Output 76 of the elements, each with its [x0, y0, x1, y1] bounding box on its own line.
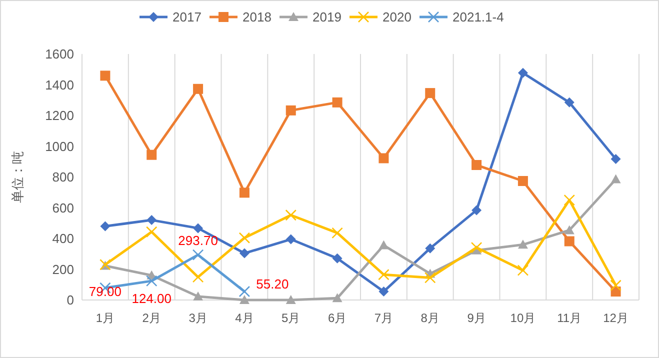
data-label: 55.20 — [256, 276, 289, 292]
point — [564, 236, 574, 246]
x-tick-label: 2月 — [142, 311, 161, 325]
y-tick-label: 1000 — [45, 138, 74, 154]
point — [146, 226, 158, 238]
point — [239, 248, 250, 258]
point — [192, 271, 204, 283]
data-label: 79.00 — [88, 284, 122, 299]
point — [332, 253, 342, 264]
point — [564, 225, 574, 234]
point — [193, 84, 204, 94]
point — [470, 242, 482, 254]
point — [378, 240, 389, 250]
y-tick-label: 800 — [52, 170, 74, 185]
point — [193, 223, 204, 234]
point — [425, 88, 436, 98]
point — [424, 272, 436, 284]
x-tick-label: 3月 — [188, 311, 208, 325]
x-tick-label: 5月 — [282, 311, 300, 325]
point — [378, 286, 389, 297]
point — [564, 194, 576, 206]
point — [518, 68, 528, 78]
x-tick-label: 6月 — [328, 311, 347, 325]
data-label: 293.70 — [178, 232, 218, 248]
point — [100, 70, 110, 81]
point — [192, 249, 204, 260]
y-tick-label: 1400 — [45, 77, 74, 92]
x-tick-label: 11月 — [557, 311, 582, 325]
point — [286, 105, 296, 116]
y-axis-title: 单位：吨 — [10, 151, 25, 203]
point — [332, 227, 343, 239]
point — [564, 97, 574, 108]
legend-label: 2021.1-4 — [452, 10, 504, 25]
y-tick-label: 0 — [66, 292, 74, 308]
x-tick-label: 7月 — [374, 311, 394, 325]
data-label: 124.00 — [132, 290, 172, 306]
point — [472, 160, 482, 170]
legend-label: 2020 — [382, 10, 412, 25]
point — [518, 240, 528, 249]
point — [286, 234, 296, 244]
x-tick-label: 9月 — [467, 311, 486, 325]
point — [286, 295, 296, 304]
x-tick-label: 12月 — [603, 311, 628, 325]
point — [193, 291, 204, 300]
y-tick-label: 600 — [52, 200, 74, 216]
x-tick-label: 4月 — [235, 311, 254, 325]
point — [332, 293, 342, 302]
y-tick-label: 200 — [52, 262, 74, 277]
y-tick-label: 1600 — [45, 46, 74, 62]
point — [146, 150, 157, 160]
point — [238, 286, 250, 298]
point — [378, 268, 390, 280]
point — [472, 205, 482, 216]
legend-label: 2017 — [172, 10, 202, 25]
point — [239, 188, 250, 198]
point — [610, 174, 621, 184]
y-tick-label: 1200 — [45, 108, 74, 124]
legend-label: 2019 — [312, 10, 342, 25]
point — [517, 264, 529, 276]
point — [100, 221, 110, 232]
point — [239, 295, 250, 304]
point — [285, 209, 297, 221]
x-tick-label: 10月 — [510, 311, 536, 325]
x-tick-label: 1月 — [96, 311, 115, 325]
legend-label: 2018 — [242, 10, 272, 25]
point — [425, 243, 436, 254]
point — [238, 232, 250, 244]
x-tick-label: 8月 — [420, 311, 440, 325]
point — [332, 97, 342, 108]
point — [610, 280, 622, 292]
y-tick-label: 400 — [52, 231, 74, 246]
point — [518, 176, 528, 186]
point — [146, 215, 157, 226]
point — [146, 275, 158, 287]
point — [610, 154, 621, 164]
point — [378, 153, 389, 164]
